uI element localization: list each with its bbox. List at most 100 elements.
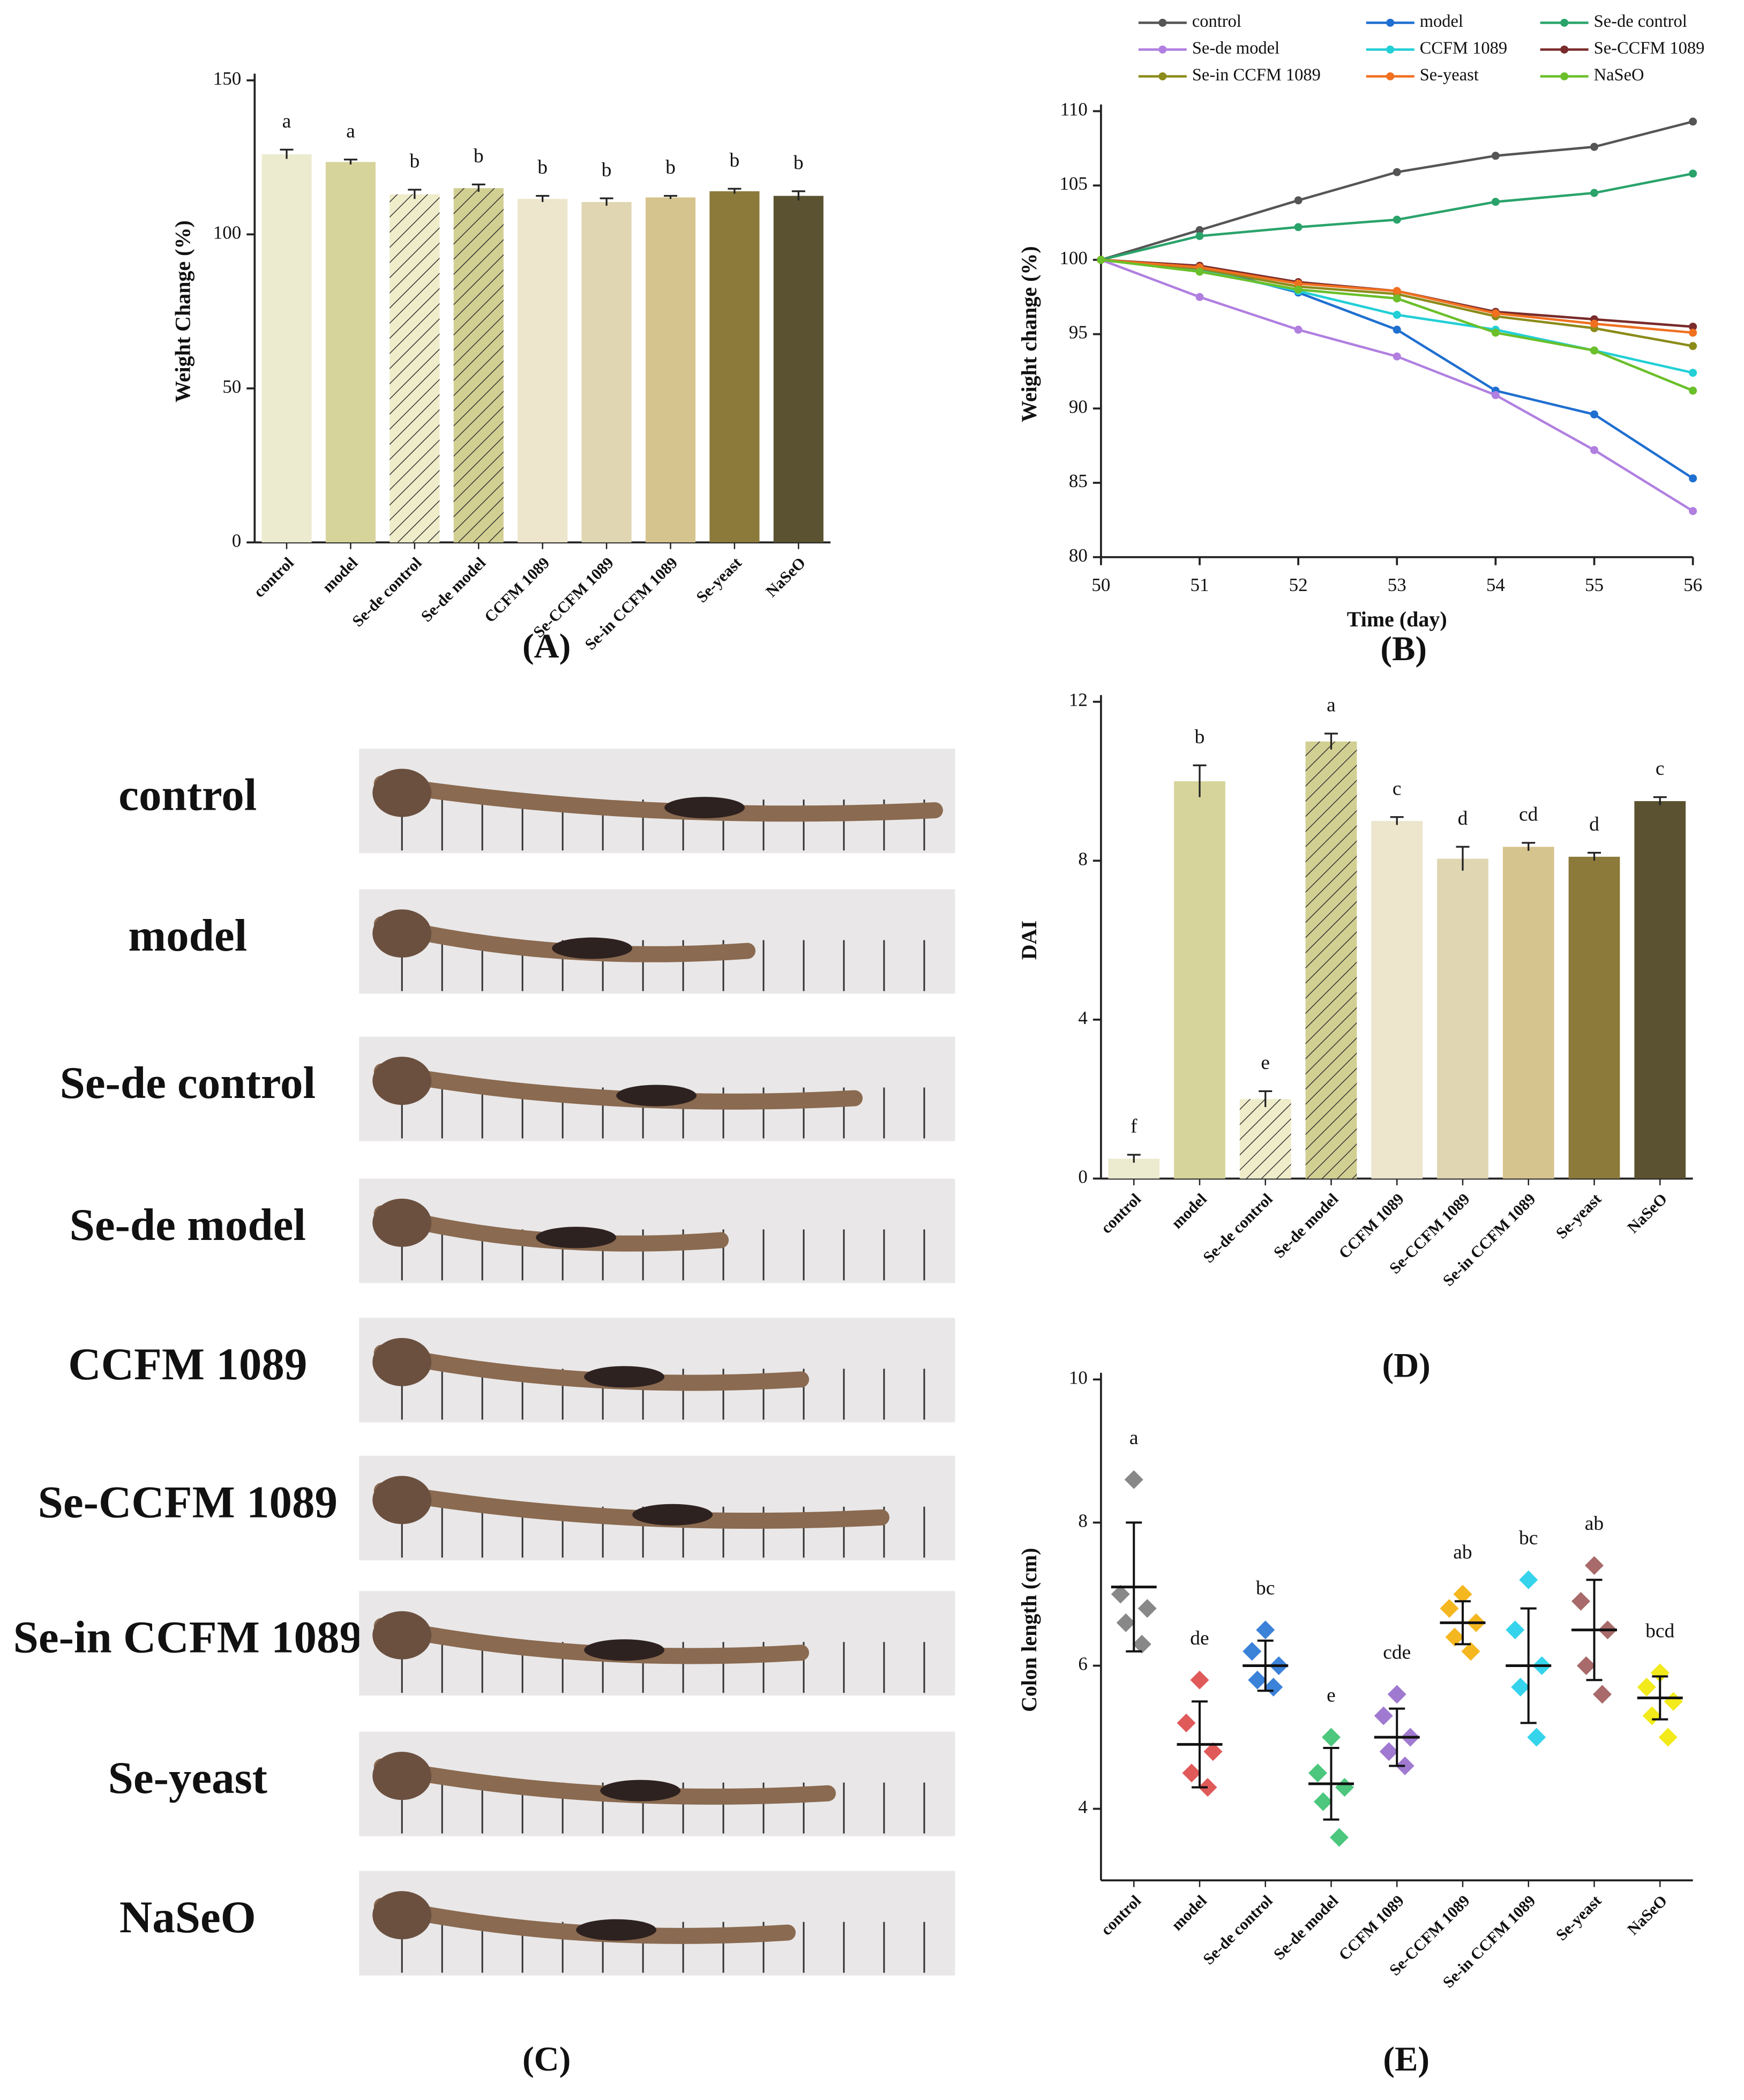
- marker: [1195, 231, 1204, 240]
- marker: [1590, 410, 1598, 418]
- point: [1374, 1706, 1393, 1725]
- marker: [1590, 189, 1598, 197]
- x-tick-label: Se-yeast: [1553, 1892, 1605, 1945]
- legend-label: Se-CCFM 1089: [1594, 39, 1705, 58]
- y-tick-label: 100: [1059, 248, 1087, 268]
- legend-label: Se-yeast: [1420, 65, 1479, 85]
- point: [1248, 1670, 1267, 1690]
- bar: [1502, 847, 1554, 1179]
- point: [1571, 1591, 1590, 1611]
- annotation: b: [730, 150, 740, 171]
- annotation: ab: [1453, 1542, 1472, 1564]
- y-axis-label: Weight change (%): [1017, 246, 1041, 422]
- sd-bar: [1323, 1747, 1339, 1821]
- marker: [1590, 319, 1598, 328]
- y-tick-label: 50: [222, 376, 241, 397]
- x-tick-label: Se-yeast: [693, 554, 745, 607]
- photo: [359, 749, 955, 854]
- cecum: [372, 1476, 432, 1524]
- bar: [709, 191, 760, 543]
- annotation: e: [1261, 1052, 1270, 1074]
- sd-bar: [1192, 1700, 1208, 1789]
- point: [1461, 1642, 1480, 1661]
- marker: [1689, 323, 1697, 331]
- stool: [600, 1780, 681, 1802]
- y-tick-label: 6: [1078, 1654, 1088, 1675]
- bar-hatch: [390, 194, 440, 543]
- point: [1658, 1728, 1678, 1747]
- y-tick-label: 4: [1078, 1007, 1088, 1028]
- bar: [1371, 821, 1423, 1179]
- error-bar: [1259, 1090, 1273, 1107]
- row-label: Se-CCFM 1089: [38, 1477, 338, 1527]
- cecum: [372, 1891, 432, 1940]
- colon: [373, 1063, 863, 1110]
- panel-label: (B): [1380, 630, 1427, 668]
- legend-marker: [1158, 72, 1167, 80]
- bar: [1174, 781, 1225, 1179]
- x-tick-label: NaSeO: [1624, 1190, 1671, 1237]
- point: [1445, 1627, 1464, 1647]
- annotation: e: [1327, 1685, 1336, 1707]
- point: [1584, 1556, 1604, 1575]
- point: [1242, 1642, 1262, 1661]
- legend-marker: [1158, 45, 1167, 54]
- y-tick-label: 0: [1078, 1166, 1088, 1187]
- x-tick-label: control: [1097, 1190, 1144, 1237]
- stool: [664, 797, 745, 819]
- annotation: bcd: [1645, 1620, 1674, 1642]
- bar: [773, 196, 824, 543]
- y-tick-label: 10: [1069, 1367, 1088, 1388]
- stool: [536, 1227, 617, 1249]
- point: [1519, 1570, 1538, 1589]
- marker: [1294, 279, 1303, 288]
- point: [1203, 1742, 1223, 1761]
- y-axis-label: Colon length (cm): [1017, 1548, 1041, 1712]
- error-bar: [343, 159, 357, 165]
- x-tick-label: NaSeO: [762, 554, 809, 601]
- marker: [1393, 215, 1401, 224]
- bar-hatch: [1305, 741, 1357, 1179]
- x-tick-label: Se-de control: [1200, 1892, 1276, 1968]
- point: [1506, 1620, 1525, 1640]
- marker: [1491, 328, 1500, 337]
- legend-marker: [1560, 72, 1569, 80]
- marker: [1491, 309, 1500, 318]
- marker: [1689, 369, 1697, 377]
- y-tick-label: 85: [1069, 470, 1088, 491]
- bar: [645, 197, 696, 543]
- marker: [1393, 352, 1401, 361]
- x-tick-label: 51: [1191, 574, 1209, 595]
- legend-label: CCFM 1089: [1420, 39, 1507, 58]
- cecum: [372, 1056, 432, 1105]
- x-tick-label: control: [250, 554, 297, 601]
- legend-label: model: [1420, 12, 1463, 31]
- y-tick-label: 80: [1069, 545, 1088, 566]
- sd-bar: [1652, 1675, 1668, 1721]
- point: [1264, 1678, 1283, 1697]
- legend-label: Se-de control: [1594, 12, 1687, 31]
- bar: [261, 154, 312, 543]
- point: [1440, 1599, 1459, 1618]
- marker: [1393, 168, 1401, 176]
- point: [1330, 1828, 1349, 1847]
- point: [1322, 1728, 1341, 1747]
- point: [1664, 1692, 1683, 1711]
- legend-marker: [1386, 18, 1395, 27]
- sd-bar: [1389, 1707, 1405, 1767]
- annotation: bc: [1519, 1527, 1538, 1549]
- y-axis-label: Weight Change (%): [170, 220, 194, 402]
- panel-label: (D): [1382, 1346, 1431, 1385]
- error-bar: [536, 195, 550, 203]
- error-bar: [791, 190, 805, 201]
- annotation: ab: [1585, 1513, 1604, 1535]
- annotation: b: [665, 156, 676, 178]
- row-label: CCFM 1089: [68, 1339, 307, 1389]
- point: [1511, 1678, 1530, 1697]
- stool: [584, 1366, 665, 1388]
- row-label: Se-de control: [60, 1058, 316, 1108]
- x-tick-label: Se-de control: [1200, 1190, 1276, 1266]
- marker: [1689, 328, 1697, 337]
- annotation: cde: [1383, 1642, 1411, 1664]
- x-axis-label: Time (day): [1347, 607, 1447, 631]
